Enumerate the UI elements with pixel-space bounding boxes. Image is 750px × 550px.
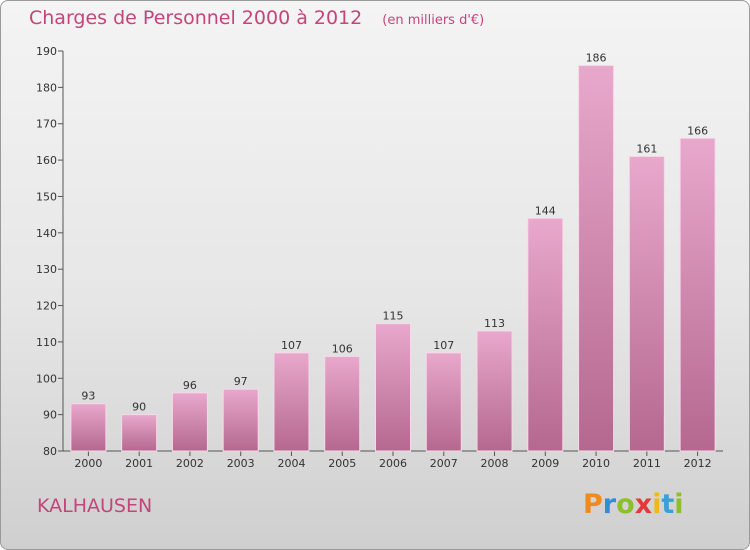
bar-2005	[324, 355, 361, 452]
bar-2001	[121, 414, 158, 452]
value-label-2011: 161	[636, 142, 657, 155]
bar-2000	[70, 403, 107, 452]
value-label-2004: 107	[281, 339, 302, 352]
y-tick-label: 130	[36, 263, 57, 276]
x-tick-label-2004: 2004	[277, 457, 305, 470]
commune-name: KALHAUSEN	[37, 495, 153, 517]
bar-2009	[527, 217, 564, 452]
y-tick-label: 110	[36, 336, 57, 349]
bar-2011	[628, 155, 665, 452]
value-label-2002: 96	[183, 379, 197, 392]
bar-2003	[222, 388, 259, 452]
value-label-2001: 90	[132, 401, 146, 414]
value-label-2008: 113	[484, 317, 505, 330]
chart-title-text: Charges de Personnel 2000 à 2012	[29, 7, 363, 29]
x-tick-label-2000: 2000	[74, 457, 102, 470]
bar-2008	[476, 330, 513, 452]
x-tick-label-2003: 2003	[227, 457, 255, 470]
value-label-2003: 97	[234, 375, 248, 388]
bar-2006	[375, 323, 411, 452]
y-tick-label: 90	[43, 409, 57, 422]
value-label-2010: 186	[586, 52, 607, 65]
x-tick-label-2012: 2012	[684, 457, 712, 470]
bar-2012	[679, 137, 716, 452]
bar-2004	[273, 352, 310, 452]
chart-subtitle: (en milliers d'€)	[382, 13, 485, 28]
x-tick-label-2001: 2001	[125, 457, 153, 470]
value-label-2005: 106	[332, 342, 353, 355]
y-tick-label: 120	[36, 300, 57, 313]
x-tick-label-2002: 2002	[176, 457, 204, 470]
x-tick-label-2008: 2008	[481, 457, 509, 470]
y-tick-label: 170	[36, 118, 57, 131]
bar-2007	[425, 352, 462, 452]
chart-bars: 93 90 96 97 107 106 115 107 113 144 186 161 166	[70, 52, 716, 452]
x-tick-label-2011: 2011	[633, 457, 661, 470]
x-tick-label-2006: 2006	[379, 457, 407, 470]
x-tick-label-2009: 2009	[531, 457, 559, 470]
x-tick-label-2005: 2005	[328, 457, 356, 470]
bar-2002	[171, 392, 208, 452]
value-label-2012: 166	[687, 124, 708, 137]
x-tick-label-2010: 2010	[582, 457, 610, 470]
value-label-2006: 115	[383, 310, 404, 323]
y-tick-label: 160	[36, 154, 57, 167]
bar-2010	[578, 65, 615, 452]
chart-title: Charges de Personnel 2000 à 2012 (en mil…	[29, 7, 484, 29]
y-tick-label: 190	[36, 45, 57, 58]
value-label-2009: 144	[535, 204, 556, 217]
y-tick-label: 150	[36, 190, 57, 203]
value-label-2007: 107	[433, 339, 454, 352]
value-label-2000: 93	[81, 390, 95, 403]
proxiti-logo: Proxiti	[583, 489, 684, 520]
y-tick-label: 100	[36, 372, 57, 385]
y-tick-label: 180	[36, 81, 57, 94]
x-tick-label-2007: 2007	[430, 457, 458, 470]
y-tick-label: 140	[36, 227, 57, 240]
y-tick-label: 80	[43, 445, 57, 458]
